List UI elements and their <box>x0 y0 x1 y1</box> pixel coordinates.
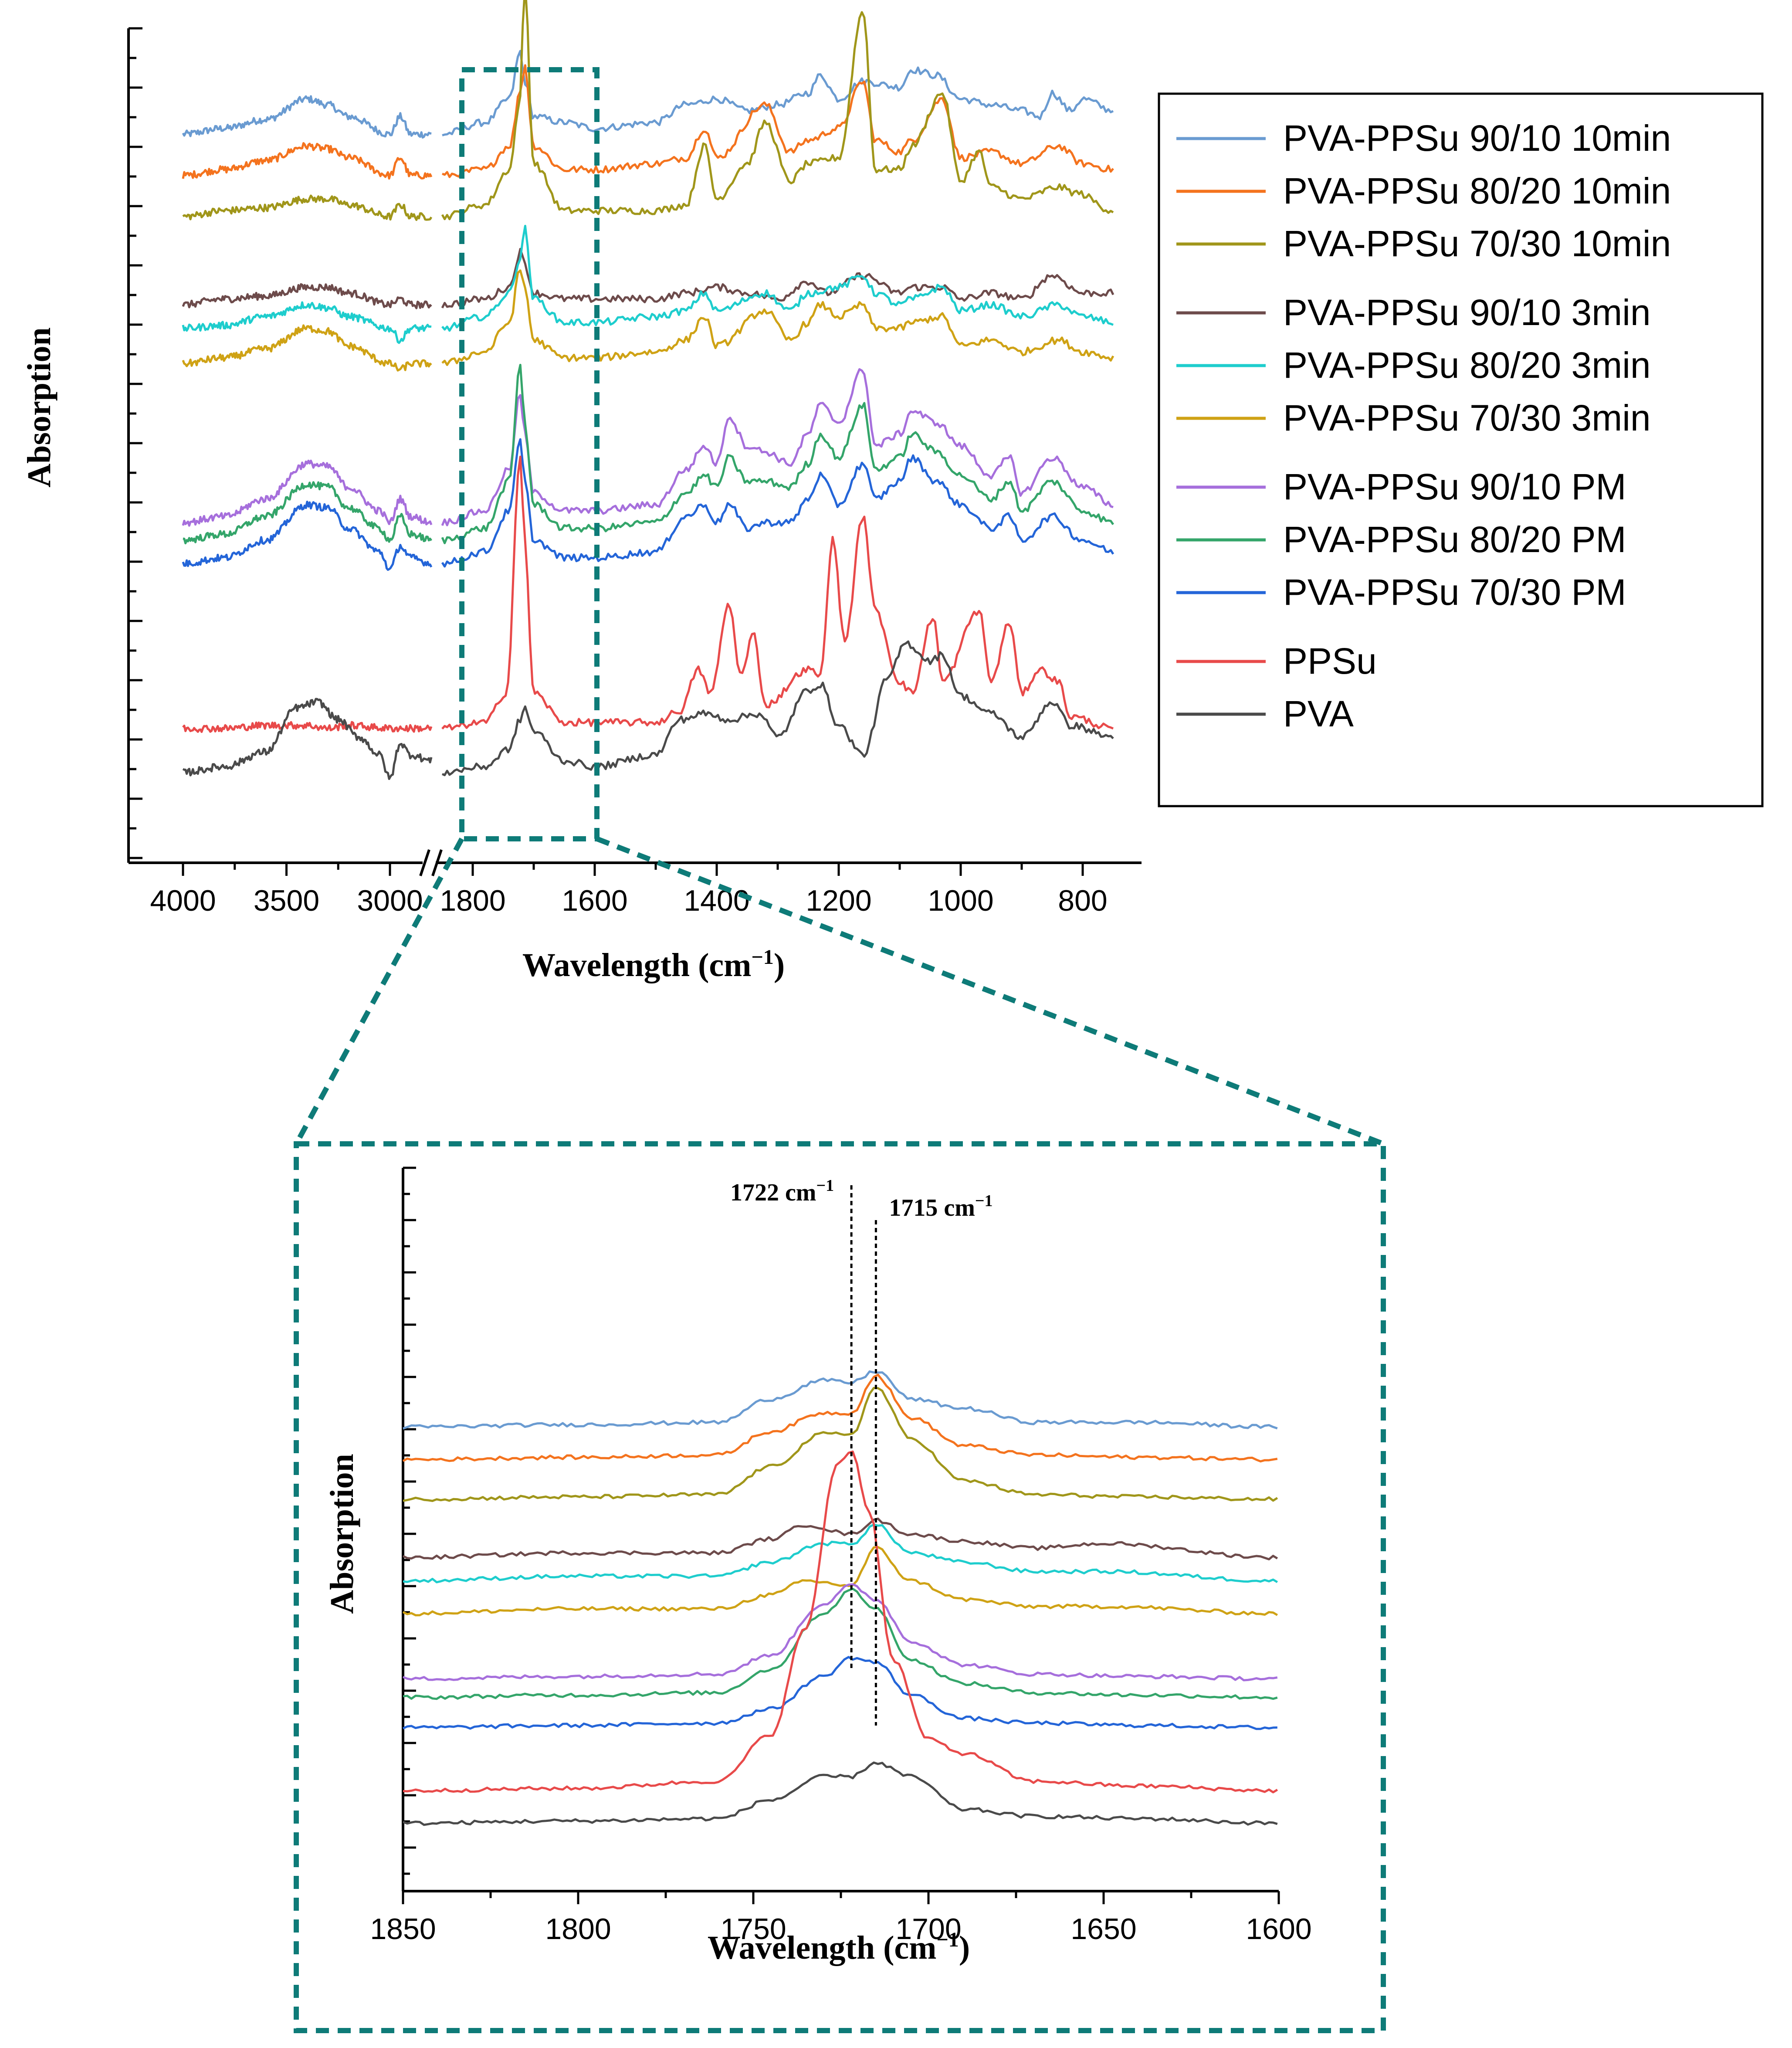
x-tick-label: 3500 <box>254 884 319 917</box>
main-y-ticks <box>129 27 142 859</box>
series-pva-ppsu-90-10-3min-right <box>441 248 1114 309</box>
inset-series-pva-ppsu-80-20-10min <box>402 1373 1278 1463</box>
series-ppsu-right <box>441 455 1114 731</box>
series-pva-ppsu-90-10-pm-right <box>441 368 1114 526</box>
axis-break-mark <box>431 849 443 876</box>
series-pva-ppsu-70-30-3min-right <box>441 269 1114 366</box>
main-chart: Absorption 4000 3500 3000 1800 1600 1400 1200 1… <box>21 0 1142 983</box>
series-pva-ppsu-70-30-pm-right <box>441 438 1114 568</box>
series-pva-ppsu-70-30-10min-left <box>182 194 433 221</box>
inset-series <box>402 1370 1278 1826</box>
inset-x-axis-title: Wavelength (cm−1) <box>708 1928 970 1966</box>
legend-box <box>1158 92 1764 807</box>
main-x-ticks: 4000 3500 3000 1800 1600 1400 1200 1000 800 <box>150 863 1108 917</box>
series-pva-left <box>182 698 433 780</box>
series-ppsu-left <box>182 721 433 733</box>
annotation-label-1715: 1715 cm−1 <box>889 1192 993 1221</box>
legend-label-pva: PVA <box>1283 693 1354 734</box>
inset-frame <box>294 1141 1386 2033</box>
x-tick-label: 1650 <box>1070 1912 1136 1946</box>
series-pva-ppsu-90-10-10min-left <box>182 95 432 139</box>
inset-series-ppsu <box>403 1450 1278 1794</box>
x-tick-label: 1200 <box>806 884 871 917</box>
series-pva-ppsu-80-20-pm-left <box>183 481 433 545</box>
main-axes <box>127 28 1142 876</box>
main-x-axis-title: Wavelength (cm−1) <box>522 946 785 983</box>
legend-label-ppsu: PPSu <box>1283 641 1377 682</box>
inset-series-pva-ppsu-90-10-3min <box>402 1517 1278 1560</box>
inset-y-ticks <box>403 1166 416 1875</box>
x-tick-label: 1750 <box>720 1912 786 1946</box>
x-tick-label: 3000 <box>357 884 423 917</box>
inset-series-pva-ppsu-90-10-pm <box>403 1583 1278 1682</box>
legend-label-pva-ppsu-80-20-3min: PVA-PPSu 80/20 3min <box>1283 345 1651 386</box>
inset-axes <box>402 1168 1279 1892</box>
zoom-indicator <box>294 67 1386 2033</box>
series-pva-ppsu-70-30-3min-left <box>182 324 432 372</box>
inset-chart: Absorption 1850 1800 1750 1700 1650 1600 1722… <box>324 1166 1312 1966</box>
inset-x-ticks: 1850 1800 1750 1700 1650 1600 <box>370 1891 1312 1946</box>
series-pva-ppsu-80-20-10min-left <box>182 142 433 180</box>
series-pva-ppsu-80-20-3min-right <box>441 224 1114 332</box>
axis-break-mark <box>419 849 430 876</box>
x-tick-label: 800 <box>1058 884 1107 917</box>
series-pva-ppsu-90-10-pm-left <box>182 459 433 527</box>
series-pva-ppsu-90-10-10min-right <box>442 50 1114 136</box>
x-tick-label: 1850 <box>370 1912 436 1946</box>
series-pva-ppsu-80-20-3min-left <box>182 301 432 344</box>
x-tick-label: 1600 <box>562 884 627 917</box>
series-pva-ppsu-80-20-pm-right <box>441 363 1114 544</box>
series-pva-right <box>441 640 1114 776</box>
legend-label-pva-ppsu-90-10-10min: PVA-PPSu 90/10 10min <box>1283 118 1671 159</box>
legend-label-pva-ppsu-80-20-10min: PVA-PPSu 80/20 10min <box>1283 170 1671 211</box>
x-tick-label: 1800 <box>545 1912 611 1946</box>
series-pva-ppsu-70-30-10min-right <box>441 0 1114 220</box>
zoom-box <box>459 67 600 841</box>
legend-label-pva-ppsu-70-30-pm: PVA-PPSu 70/30 PM <box>1283 572 1626 613</box>
inset-y-axis-title: Absorption <box>324 1454 360 1614</box>
legend-label-pva-ppsu-90-10-3min: PVA-PPSu 90/10 3min <box>1283 292 1651 333</box>
series-pva-ppsu-80-20-10min-right <box>442 64 1114 178</box>
inset-series-pva-ppsu-70-30-3min <box>402 1546 1278 1617</box>
series-pva-ppsu-70-30-pm-left <box>182 501 433 571</box>
inset-annotations: 1722 cm−1 1715 cm−1 <box>730 1177 993 1726</box>
x-tick-label: 1400 <box>684 884 749 917</box>
legend-label-pva-ppsu-90-10-pm: PVA-PPSu 90/10 PM <box>1283 466 1626 507</box>
series-pva-ppsu-90-10-3min-left <box>182 283 432 309</box>
x-tick-label: 1000 <box>928 884 993 917</box>
x-tick-label: 1700 <box>895 1912 961 1946</box>
legend-label-pva-ppsu-80-20-pm: PVA-PPSu 80/20 PM <box>1283 519 1626 560</box>
legend-label-pva-ppsu-70-30-10min: PVA-PPSu 70/30 10min <box>1283 223 1671 264</box>
inset-series-pva-ppsu-80-20-3min <box>403 1523 1278 1583</box>
annotation-label-1722: 1722 cm−1 <box>730 1177 834 1206</box>
main-series <box>182 0 1114 780</box>
x-tick-label: 1800 <box>440 884 505 917</box>
x-tick-label: 4000 <box>150 884 216 917</box>
inset-series-pva-ppsu-90-10-10min <box>403 1370 1278 1430</box>
legend: PVA-PPSu 90/10 10min PVA-PPSu 80/20 10min… <box>1158 92 1764 807</box>
inset-series-pva <box>403 1761 1278 1826</box>
legend-label-pva-ppsu-70-30-3min: PVA-PPSu 70/30 3min <box>1283 397 1651 438</box>
zoom-connector-right <box>596 836 1385 1146</box>
inset-series-pva-ppsu-80-20-pm <box>403 1587 1278 1700</box>
x-tick-label: 1600 <box>1246 1912 1311 1946</box>
main-y-axis-title: Absorption <box>21 327 58 487</box>
inset-series-pva-ppsu-70-30-pm <box>402 1656 1277 1730</box>
zoom-connector-left <box>294 838 464 1145</box>
inset-series-pva-ppsu-70-30-10min <box>403 1387 1278 1502</box>
